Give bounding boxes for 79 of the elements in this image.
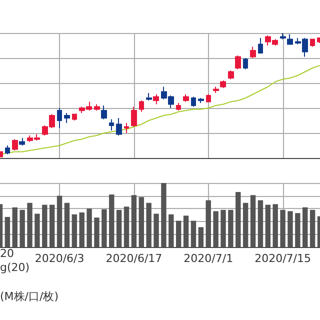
bar: [198, 227, 204, 247]
bar: [4, 216, 10, 247]
candlestick: [198, 98, 204, 104]
bar: [265, 204, 271, 247]
bar: [236, 192, 241, 247]
candlestick: [287, 34, 293, 45]
candlestick: [57, 108, 62, 128]
bar: [310, 210, 316, 247]
candlestick: [213, 86, 219, 94]
bar: [242, 202, 248, 247]
bar: [94, 218, 100, 247]
bar: [56, 196, 62, 247]
bar: [131, 195, 137, 247]
candlestick: [116, 118, 122, 136]
bar: [168, 214, 174, 247]
candlestick: [72, 114, 77, 121]
bar: [138, 197, 144, 247]
candlestick: [280, 32, 286, 40]
candlestick: [12, 138, 18, 151]
candlestick: [131, 106, 137, 128]
candlestick: [176, 102, 181, 111]
bar: [72, 214, 78, 247]
candlestick: [220, 80, 226, 88]
bar: [116, 210, 122, 247]
bar: [64, 202, 70, 247]
bar: [228, 210, 234, 247]
candlestick: [183, 94, 189, 102]
candlestick: [109, 118, 114, 131]
bar: [280, 210, 286, 247]
candlestick: [101, 105, 107, 120]
bar: [250, 195, 256, 247]
candlestick: [228, 70, 234, 80]
candlestick: [243, 58, 248, 70]
bar: [20, 210, 25, 247]
bar: [220, 210, 226, 247]
bar: [288, 211, 293, 247]
bar: [102, 209, 107, 247]
bar: [146, 202, 152, 247]
x-tick-label: 2020/7/1: [184, 252, 234, 265]
bar: [49, 204, 55, 247]
candlestick: [206, 94, 211, 102]
candlestick: [250, 46, 256, 58]
bar: [213, 211, 218, 247]
bar: [258, 200, 264, 247]
annotation: 20: [0, 247, 14, 260]
candlestick: [146, 92, 152, 101]
bar: [206, 200, 211, 247]
candlestick: [5, 145, 10, 155]
candlestick: [64, 112, 70, 124]
text: (M株/口/枚): [0, 290, 58, 303]
bar: [190, 220, 196, 247]
bar: [79, 212, 84, 247]
x-tick-label: 2020/6/17: [106, 252, 162, 265]
bar: [12, 207, 18, 247]
x-tick-label: 2020/6/3: [34, 252, 84, 265]
candlestick: [19, 138, 25, 146]
candlestick: [153, 94, 159, 105]
candlestick: [124, 122, 129, 134]
bar: [183, 216, 189, 247]
bar: [86, 208, 92, 247]
bar: [154, 214, 159, 247]
candlestick: [310, 38, 315, 48]
candlestick: [258, 38, 263, 54]
bar: [124, 206, 130, 247]
candlestick: [191, 96, 196, 108]
bar: [161, 183, 166, 247]
candlestick: [94, 104, 100, 111]
text: g(20): [0, 261, 30, 274]
bar: [34, 214, 40, 247]
bar: [176, 220, 182, 247]
bar: [42, 204, 48, 247]
candlestick: [139, 100, 144, 112]
x-tick-label: 2020/7/15: [254, 252, 311, 265]
bar: [302, 207, 308, 247]
candlestick: [235, 55, 241, 70]
bar: [27, 202, 32, 247]
bar: [109, 194, 114, 247]
bar: [295, 213, 300, 247]
bar: [272, 204, 278, 247]
